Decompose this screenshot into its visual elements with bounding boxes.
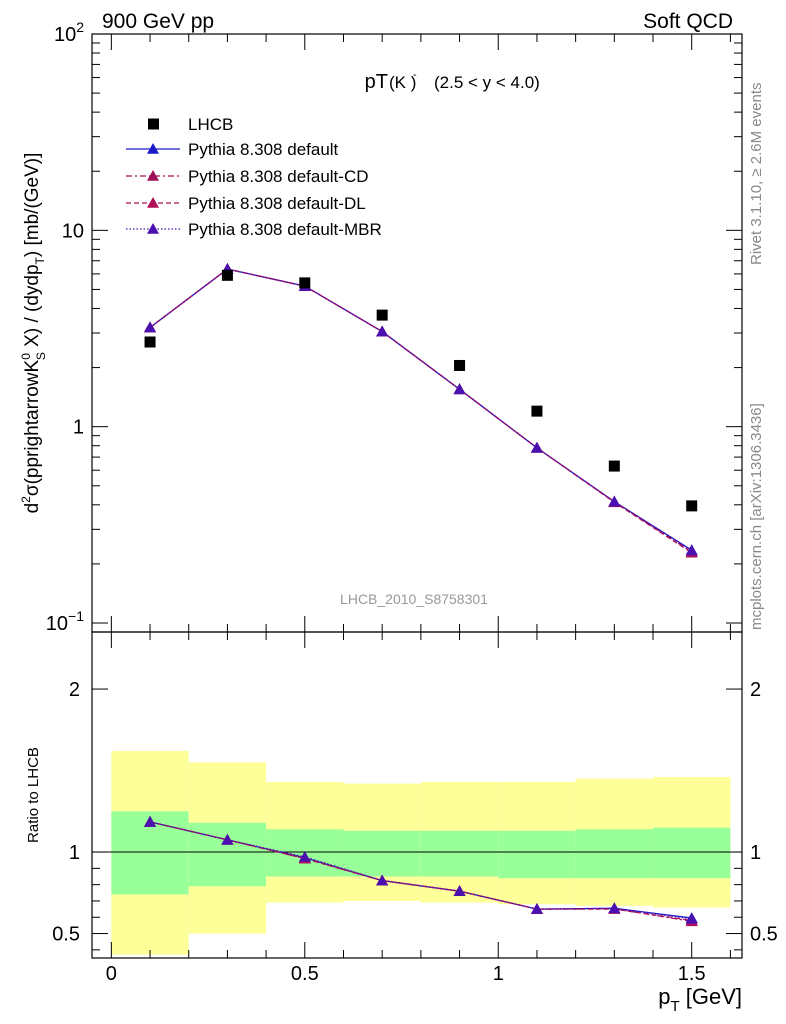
ratio-error-bands bbox=[111, 750, 731, 955]
ratio-y-tick-label: 2 bbox=[750, 679, 761, 701]
ratio-point bbox=[298, 850, 311, 862]
series-line bbox=[149, 268, 693, 552]
ratio-point bbox=[608, 902, 621, 914]
data-point bbox=[454, 359, 466, 371]
rivet-label: Rivet 3.1.10, ≥ 2.6M events bbox=[748, 83, 765, 266]
legend-label: LHCB bbox=[188, 115, 233, 134]
series-line bbox=[149, 268, 693, 553]
legend-label: Pythia 8.308 default bbox=[188, 140, 339, 159]
title-range: (2.5 < y < 4.0) bbox=[434, 73, 540, 92]
legend-marker bbox=[147, 197, 159, 208]
ratio-point bbox=[376, 874, 389, 886]
series-point bbox=[453, 383, 466, 395]
y-tick-label: 1 bbox=[73, 417, 84, 439]
series-point bbox=[608, 495, 621, 507]
x-tick-label: 0.5 bbox=[291, 963, 319, 985]
x-axis-label: pT [GeV] bbox=[658, 984, 742, 1015]
inner-band bbox=[498, 830, 576, 879]
x-tick-label: 1.5 bbox=[678, 963, 706, 985]
ratio-y-tick-label: 1 bbox=[69, 842, 80, 864]
legend-label: Pythia 8.308 default-MBR bbox=[188, 220, 382, 239]
title-particle: (K ) bbox=[389, 73, 416, 92]
x-tick-label: 1 bbox=[493, 963, 504, 985]
ratio-point bbox=[530, 903, 543, 914]
data-point bbox=[299, 277, 311, 289]
legend-marker bbox=[147, 143, 159, 154]
ratio-panel: 0.5 0.5 1 1 2 2 0 0.5 1 1.5 Ratio to LHCB pT [Ge… bbox=[25, 631, 778, 1015]
ratio-y-tick-label: 2 bbox=[69, 679, 80, 701]
title-main: pT bbox=[365, 71, 388, 93]
ratio-frame bbox=[91, 631, 743, 959]
watermark: LHCB_2010_S8758301 bbox=[340, 591, 488, 607]
main-panel: 10−1 1 10 102 pT (K ) - (2.5 < y < 4.0) LHC… bbox=[19, 19, 743, 635]
ratio-point bbox=[221, 833, 234, 845]
series-line bbox=[149, 268, 693, 554]
header-right: Soft QCD bbox=[643, 10, 733, 33]
x-tick-labels: 0 0.5 1 1.5 bbox=[106, 963, 706, 985]
data-point bbox=[608, 460, 620, 472]
mcplots-label: mcplots.cern.ch [arXiv:1306.3436] bbox=[748, 403, 765, 630]
inner-band bbox=[420, 830, 499, 877]
main-y-tick-labels: 10−1 1 10 102 bbox=[46, 19, 84, 635]
x-tick-label: 0 bbox=[106, 963, 117, 985]
legend-marker bbox=[147, 170, 159, 181]
ratio-series-marks bbox=[144, 815, 698, 927]
main-series-lines bbox=[149, 268, 693, 554]
ratio-point bbox=[453, 885, 466, 896]
legend-label: Pythia 8.308 default-DL bbox=[188, 194, 366, 213]
main-series-marks bbox=[144, 263, 698, 558]
ratio-y-tick-label: 0.5 bbox=[52, 924, 80, 946]
main-y-axis-label: d2σ(pprightarrowK0S X) / (dydpT) [mb/(Ge… bbox=[19, 153, 48, 514]
ratio-point bbox=[144, 815, 157, 827]
legend-label: Pythia 8.308 default-CD bbox=[188, 167, 369, 186]
ratio-axis-ticks bbox=[92, 632, 742, 958]
ratio-point bbox=[685, 912, 698, 924]
inner-band bbox=[343, 830, 421, 877]
ratio-y-axis-label: Ratio to LHCB bbox=[25, 747, 42, 843]
data-point bbox=[686, 500, 698, 512]
series-point bbox=[685, 544, 698, 556]
data-point bbox=[221, 269, 233, 281]
ratio-y-tick-label: 1 bbox=[750, 842, 761, 864]
ratio-line bbox=[149, 821, 692, 922]
header-left: 900 GeV pp bbox=[102, 10, 214, 33]
y-tick-label: 10 bbox=[62, 220, 84, 242]
inner-band bbox=[575, 829, 654, 879]
title-particle-sup: - bbox=[413, 69, 417, 81]
series-point bbox=[144, 321, 157, 333]
ratio-series-lines bbox=[149, 821, 692, 922]
data-point bbox=[531, 405, 543, 417]
legend-marker bbox=[147, 223, 159, 234]
y-tick-label: 10−1 bbox=[46, 608, 84, 635]
ratio-y-tick-labels: 0.5 0.5 1 1 2 2 bbox=[52, 679, 778, 946]
series-point bbox=[376, 325, 389, 337]
legend-marker bbox=[148, 118, 159, 130]
legend: LHCB Pythia 8.308 default Pythia 8.308 def… bbox=[126, 115, 382, 239]
series-line bbox=[149, 268, 693, 551]
data-point bbox=[144, 336, 156, 348]
ratio-y-tick-label: 0.5 bbox=[750, 924, 778, 946]
series-point bbox=[530, 441, 543, 453]
main-axis-ticks bbox=[92, 33, 742, 633]
inner-band bbox=[188, 822, 267, 887]
y-tick-label: 102 bbox=[54, 19, 84, 46]
data-point bbox=[376, 309, 388, 321]
inner-band bbox=[653, 827, 731, 879]
